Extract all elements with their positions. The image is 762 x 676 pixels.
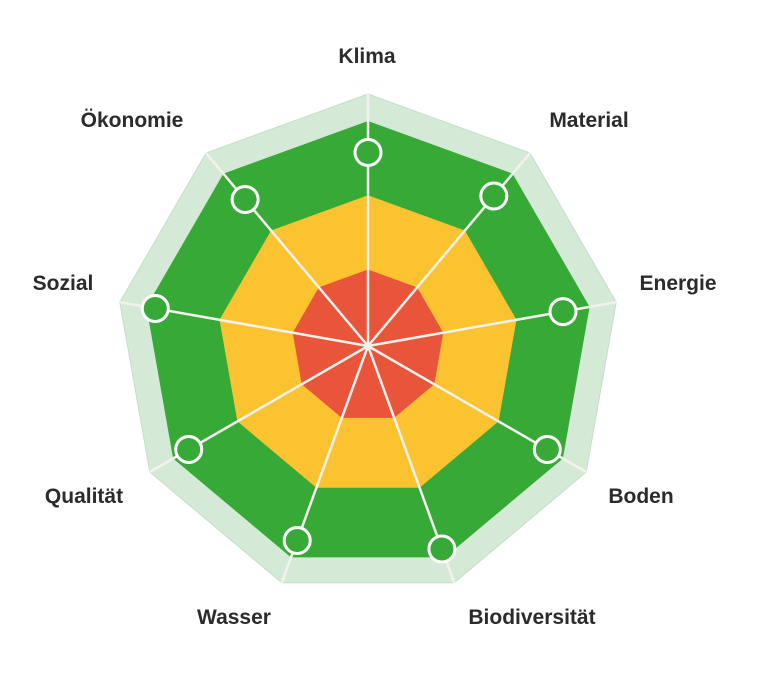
- marker-qualitat: [174, 435, 204, 464]
- axis-label-klima: Klima: [338, 45, 396, 68]
- marker-energie: [548, 297, 578, 327]
- marker-biodiversitat: [427, 534, 457, 564]
- axis-label-boden: Boden: [608, 485, 673, 508]
- marker-klima: [353, 138, 383, 167]
- outer-band-rim: [119, 93, 617, 584]
- axis-label-okonomie: Ökonomie: [81, 109, 184, 132]
- axis-label-material: Material: [549, 109, 628, 132]
- axis-label-energie: Energie: [639, 272, 716, 295]
- axis-label-sozial: Sozial: [33, 272, 94, 295]
- marker-sozial: [140, 294, 170, 323]
- axis-label-wasser: Wasser: [197, 606, 271, 629]
- marker-material: [479, 181, 509, 211]
- marker-wasser: [282, 526, 312, 555]
- spoke-okonomie: [205, 152, 369, 347]
- axis-label-qualitat: Qualität: [45, 485, 123, 508]
- axis-label-biodiversitat: Biodiversität: [468, 606, 595, 629]
- marker-okonomie: [230, 185, 260, 214]
- radar-center: [365, 343, 371, 349]
- radar-markers: [140, 138, 578, 564]
- marker-boden: [532, 435, 562, 464]
- radar-axis-labels: Klima Material Energie Boden Biodiversität Wa…: [33, 45, 717, 629]
